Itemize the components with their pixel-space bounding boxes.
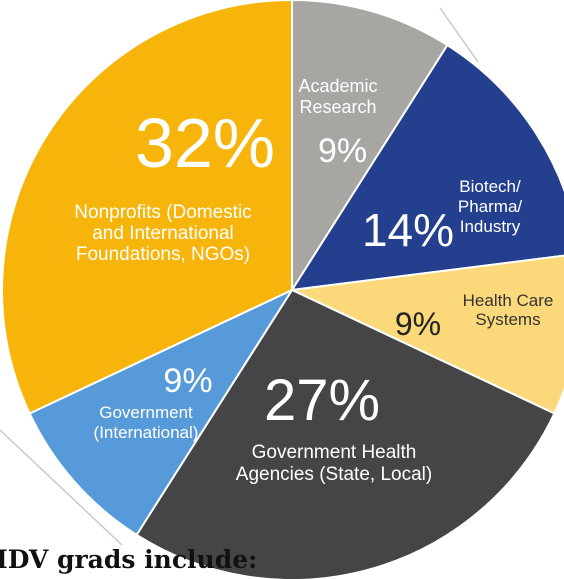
caption: IDV grads include: [0,545,258,574]
pie-slice [291,0,449,294]
decorative-line-top [439,7,479,63]
slice-category-label-line: Systems [475,310,540,329]
slice-percent-label: 14% [362,204,454,256]
slice-category-label-line: Government [99,403,193,422]
slice-category-label: Government (International) [94,403,199,442]
slice-percent-label: 32% [135,104,275,182]
slice-category-label: Nonprofits (Domestic and International Fou… [74,202,251,265]
slice-category-label-line: Pharma/ [458,197,523,216]
slice-category-label: Health Care Systems [463,291,554,329]
slice-category-label-line: Foundations, NGOs) [76,244,250,265]
slice-category-label-line: Health Care [463,291,554,310]
decorative-line-bottom [0,429,123,546]
slice-percent-label: 27% [264,368,380,433]
pie-slice [135,288,556,579]
slice-category-label-line: (International) [94,423,199,442]
slice-percent-label: 9% [318,132,367,170]
slice-category-label-line: Industry [460,217,521,236]
slice-category-label: Government Health Agencies (State, Local) [236,442,432,485]
slice-percent-label: 9% [395,306,441,342]
slice-category-label-line: Academic [298,76,377,96]
pie-slice [288,254,564,415]
slice-category-label-line: Biotech/ [459,177,521,196]
slice-category-label-line: Government Health [252,442,417,463]
pie-slice [1,0,293,415]
pie-slice [28,287,295,537]
slice-category-label-line: Nonprofits (Domestic [74,202,251,223]
slice-category-label-line: Research [299,97,376,117]
pie-slice [290,43,564,292]
slice-category-label-line: and International [92,223,234,244]
slice-category-label: Biotech/Pharma/Industry [458,177,523,236]
slice-category-label-line: Agencies (State, Local) [236,464,432,485]
slice-category-label: Academic Research [298,76,377,117]
slice-percent-label: 9% [163,362,212,400]
